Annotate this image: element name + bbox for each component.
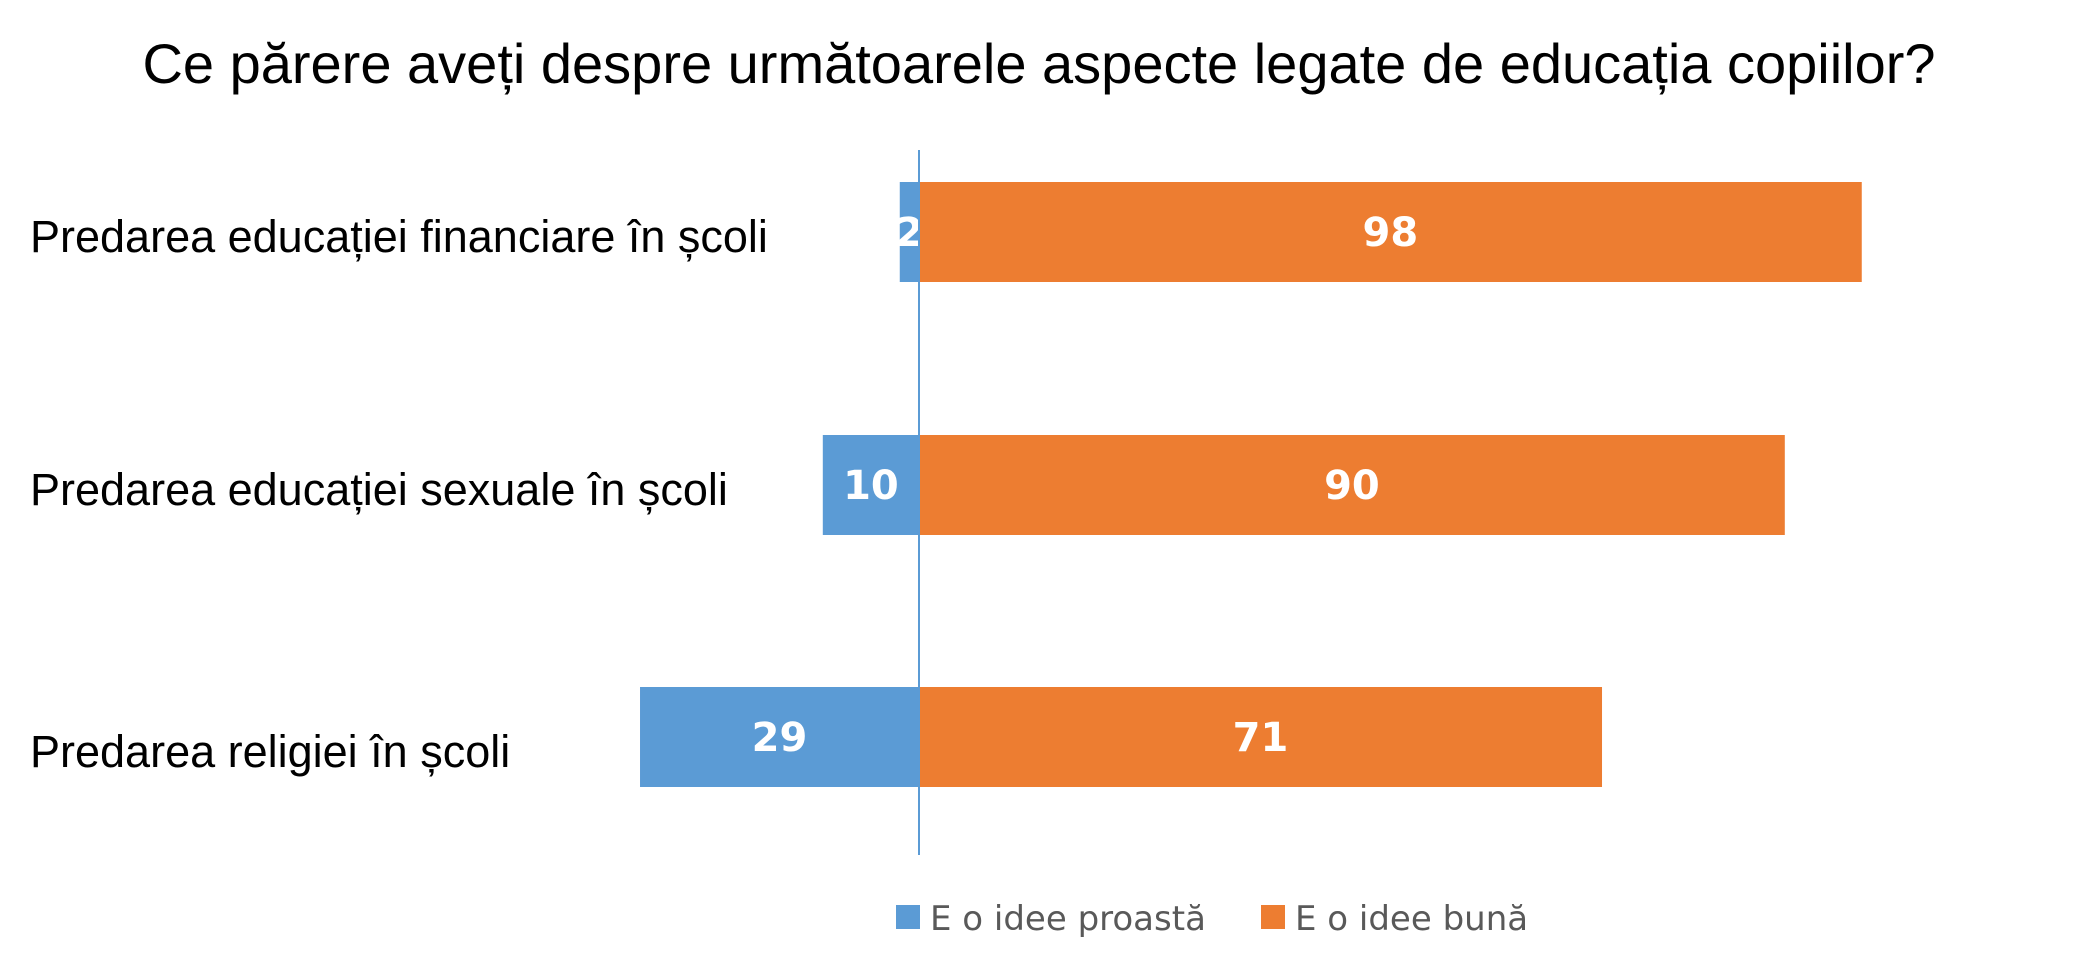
legend-swatch xyxy=(1261,905,1285,929)
category-labels: Predarea educației financiare în școli Pr… xyxy=(30,211,768,777)
legend-swatch xyxy=(896,905,920,929)
category-label: Predarea educației sexuale în școli xyxy=(30,464,728,515)
category-label: Predarea religiei în școli xyxy=(30,726,510,777)
data-label: 98 xyxy=(1363,210,1419,256)
bar-positive xyxy=(919,435,1785,535)
bar-negative xyxy=(899,182,919,282)
data-label: 90 xyxy=(1324,463,1380,509)
data-label: 29 xyxy=(752,715,808,761)
data-label: 10 xyxy=(843,463,899,509)
bar-positive xyxy=(919,182,1862,282)
bars xyxy=(640,182,1862,787)
data-label: 71 xyxy=(1233,715,1289,761)
bar-negative xyxy=(640,687,919,787)
legend: E o idee proastă E o idee bună xyxy=(896,899,1528,939)
category-label: Predarea educației financiare în școli xyxy=(30,211,768,262)
legend-label: E o idee proastă xyxy=(930,899,1206,939)
legend-label: E o idee bună xyxy=(1295,899,1528,939)
bar-negative xyxy=(822,435,919,535)
bar-positive xyxy=(919,687,1603,787)
chart-title: Ce părere aveți despre următoarele aspec… xyxy=(142,32,1935,95)
